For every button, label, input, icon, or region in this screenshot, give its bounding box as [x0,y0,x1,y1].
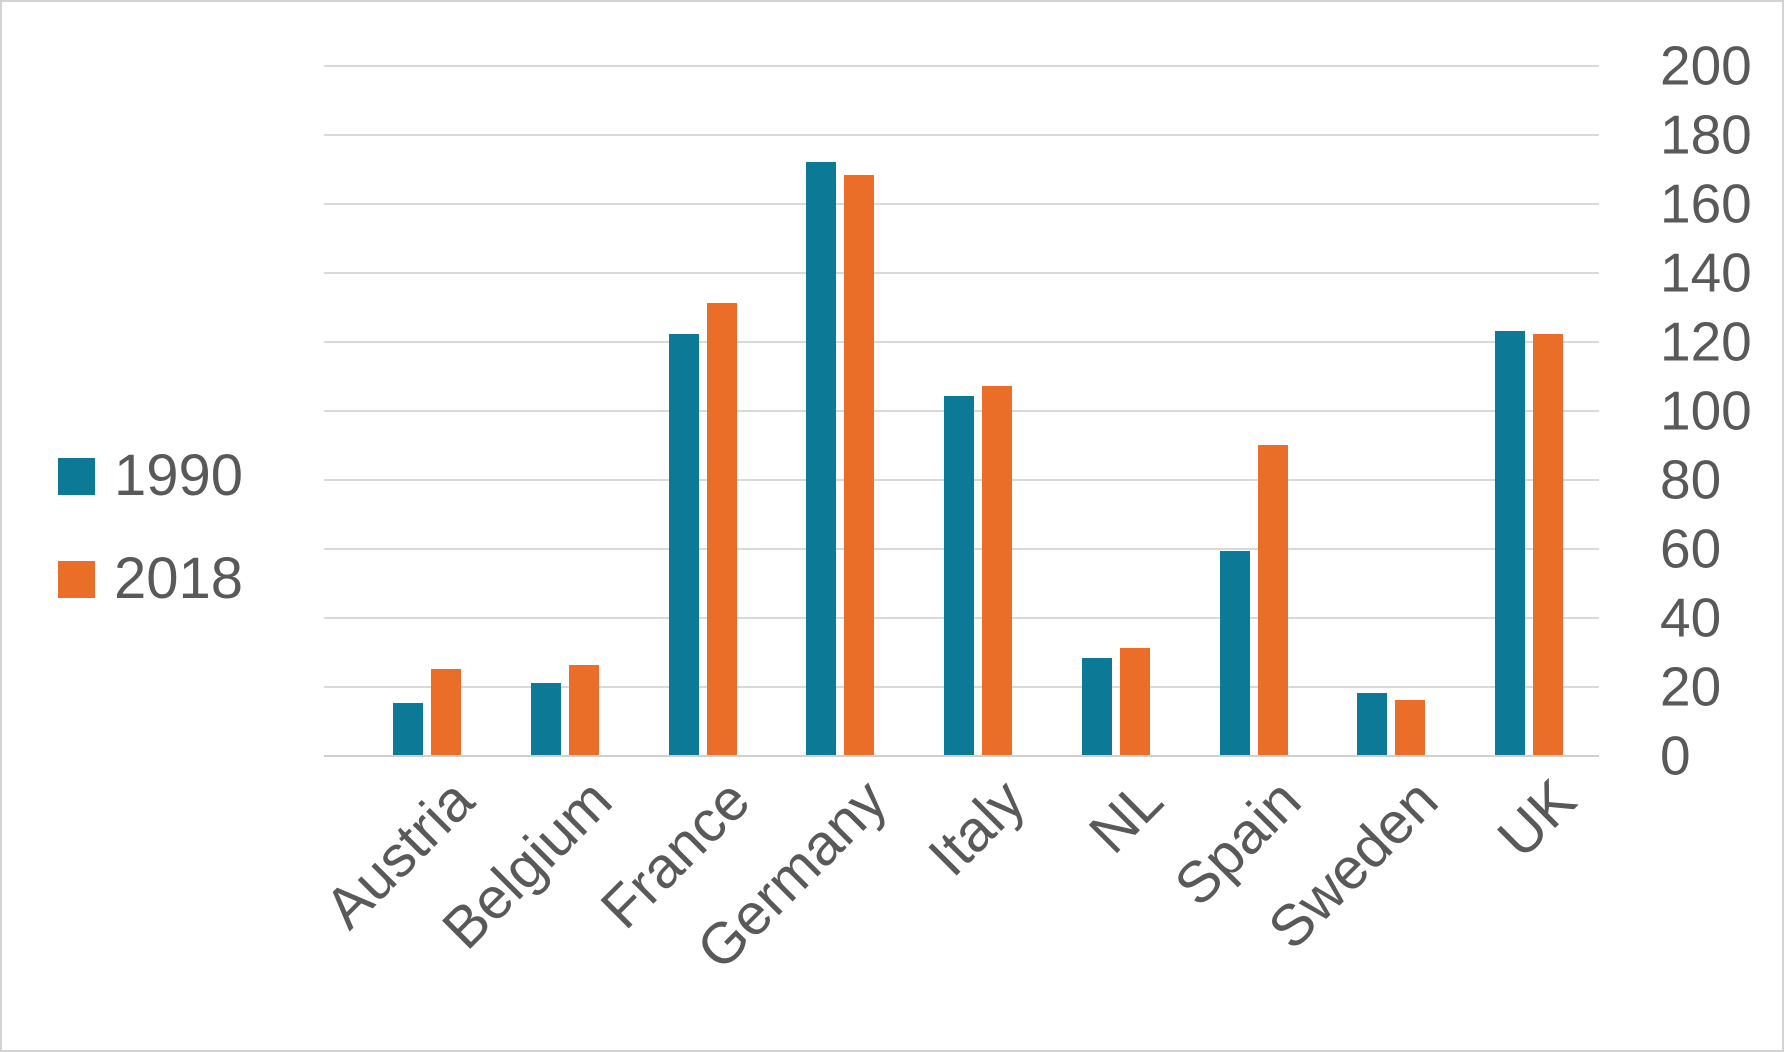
x-tick-label-nl: NL [1076,767,1176,866]
y-tick-label-120: 120 [1660,310,1752,373]
y-tick-label-140: 140 [1660,241,1752,304]
y-tick-label-160: 160 [1660,172,1752,235]
bar-nl-2018 [1119,648,1150,755]
bar-france-2018 [706,303,737,755]
x-tick-label-italy: Italy [916,767,1038,889]
bar-germany-2018 [844,175,875,755]
bar-sweden-1990 [1357,692,1388,755]
bar-austria-1990 [393,703,423,755]
bar-nl-1990 [1081,658,1112,755]
gridline-120 [324,341,1599,343]
value-axis: 0 20 40 60 80 100 120 140 160 180 200 [1660,2,1780,1050]
plot-area [324,65,1599,757]
y-tick-label-0: 0 [1660,724,1691,787]
y-tick-label-40: 40 [1660,586,1722,649]
y-tick-label-100: 100 [1660,379,1752,442]
bar-belgium-2018 [568,665,599,755]
bar-spain-2018 [1257,444,1288,755]
legend-swatch-1990 [58,457,95,495]
legend-swatch-2018 [58,560,95,598]
bar-uk-2018 [1533,334,1563,755]
x-axis-line [324,755,1599,757]
bar-italy-2018 [982,385,1012,755]
bar-uk-1990 [1495,330,1525,755]
y-tick-label-180: 180 [1660,103,1752,166]
legend-item-2018: 2018 [58,550,243,608]
x-tick-label-uk: UK [1485,767,1589,871]
bar-belgium-1990 [530,682,561,755]
bar-germany-1990 [806,161,837,755]
bar-italy-1990 [944,396,974,755]
gridline-160 [324,203,1599,205]
category-axis: Austria Belgium France Germany Italy NL Spain S… [313,767,1599,1048]
gridline-180 [324,134,1599,136]
y-tick-label-80: 80 [1660,448,1722,511]
legend-label-1990: 1990 [114,443,244,508]
legend-item-1990: 1990 [58,447,243,505]
y-tick-label-200: 200 [1660,34,1752,97]
gridline-200 [324,65,1599,67]
y-tick-label-60: 60 [1660,517,1722,580]
bar-spain-1990 [1219,551,1250,755]
legend-label-2018: 2018 [114,546,244,611]
bar-sweden-2018 [1395,699,1426,755]
y-tick-label-20: 20 [1660,655,1722,718]
bar-austria-2018 [431,668,461,755]
gridline-140 [324,272,1599,274]
bar-france-1990 [668,334,699,755]
